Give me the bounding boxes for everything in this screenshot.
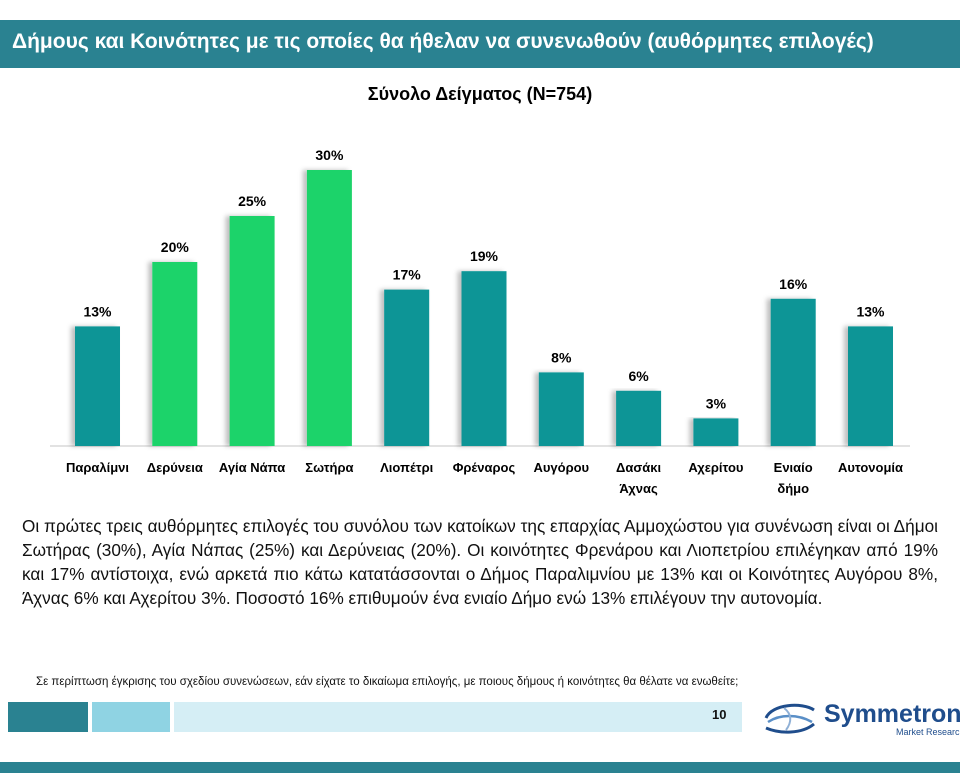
next-slide-strip bbox=[0, 762, 960, 773]
footer-bar-segment-3 bbox=[174, 702, 742, 732]
data-label: 13% bbox=[83, 303, 112, 319]
data-label: 17% bbox=[393, 267, 422, 283]
footer-bar-segment-1 bbox=[8, 702, 88, 732]
category-label: Δασάκι bbox=[616, 460, 661, 475]
bar bbox=[384, 289, 430, 446]
category-label: Αυγόρου bbox=[533, 460, 589, 475]
category-label: Άχνας bbox=[619, 481, 658, 496]
page-number: 10 bbox=[712, 707, 727, 722]
bar-chart: 13% Παραλίμνι 20% Δερύνεια 25% Αγία Νάπα 30% Σω… bbox=[50, 147, 910, 496]
chart-title: Σύνολο Δείγματος (N=754) bbox=[367, 84, 593, 104]
bar bbox=[770, 298, 816, 446]
summary-paragraph: Οι πρώτες τρεις αυθόρμητες επιλογές του … bbox=[22, 516, 938, 608]
category-label: Αχερίτου bbox=[688, 460, 744, 475]
symmetron-swirl-icon bbox=[764, 703, 815, 734]
survey-question-footnote: Σε περίπτωση έγκρισης του σχεδίου συνενώ… bbox=[36, 676, 739, 688]
symmetron-logo: Symmetron Market Research bbox=[762, 696, 960, 740]
category-label: Ενιαίο bbox=[774, 460, 813, 475]
bar bbox=[693, 418, 739, 446]
bar bbox=[461, 271, 507, 446]
footer-bar-segment-2 bbox=[92, 702, 170, 732]
data-label: 19% bbox=[470, 248, 499, 264]
data-label: 16% bbox=[779, 276, 808, 292]
slide-title: Δήμους και Κοινότητες με τις οποίες θα ή… bbox=[12, 30, 874, 53]
bar bbox=[616, 390, 662, 446]
category-label: Δερύνεια bbox=[147, 460, 203, 475]
data-label: 3% bbox=[706, 395, 727, 411]
logo-subtitle: Market Research bbox=[896, 727, 960, 737]
category-label: δήμο bbox=[777, 481, 809, 496]
data-label: 8% bbox=[551, 349, 572, 365]
bar bbox=[229, 216, 275, 446]
category-label: Σωτήρα bbox=[305, 460, 353, 475]
category-label: Παραλίμνι bbox=[66, 460, 129, 475]
bar bbox=[848, 326, 893, 446]
data-label: 25% bbox=[238, 193, 267, 209]
category-label: Λιοπέτρι bbox=[380, 460, 434, 475]
category-label: Αυτονομία bbox=[838, 460, 903, 475]
bar bbox=[152, 262, 198, 446]
bar bbox=[538, 372, 584, 446]
data-label: 6% bbox=[628, 368, 649, 384]
category-label: Αγία Νάπα bbox=[219, 460, 285, 475]
data-label: 30% bbox=[315, 147, 344, 163]
data-label: 20% bbox=[161, 239, 190, 255]
bar bbox=[306, 170, 352, 446]
logo-name: Symmetron bbox=[824, 700, 960, 728]
bar bbox=[75, 326, 120, 446]
category-label: Φρέναρος bbox=[453, 460, 516, 475]
data-label: 13% bbox=[856, 303, 885, 319]
title-bar: Δήμους και Κοινότητες με τις οποίες θα ή… bbox=[0, 20, 960, 68]
